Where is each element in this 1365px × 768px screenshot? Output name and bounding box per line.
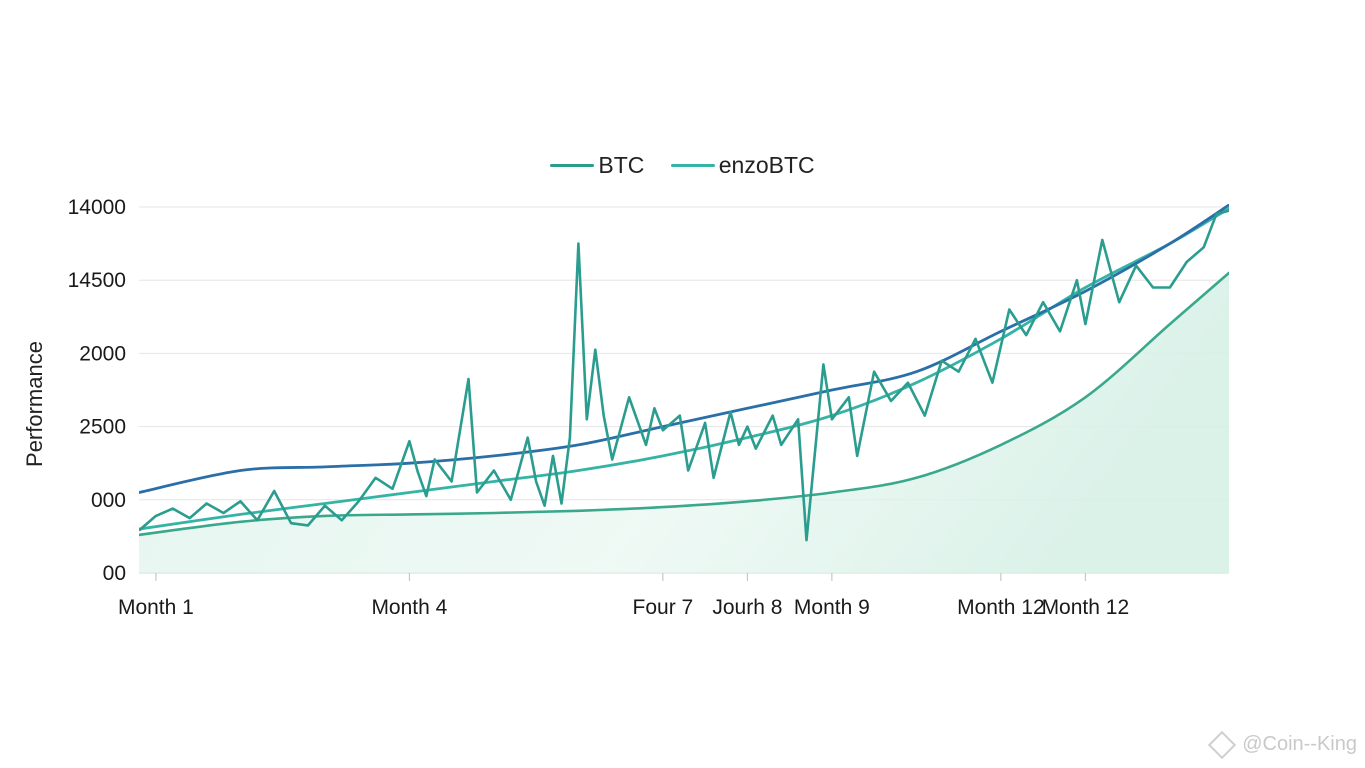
x-tick-label-3: Jourh 8 [712,596,782,619]
y-tick-label-1: 000 [91,489,126,512]
legend-item-btc[interactable]: BTC [550,152,644,179]
diamond-logo-icon [1208,730,1237,759]
x-tick-label-2: Four 7 [633,596,694,619]
legend-label-btc: BTC [598,152,645,178]
series-btc [139,209,1229,542]
y-tick-label-0: 00 [103,562,126,585]
y-tick-label-3: 2000 [79,342,126,365]
legend-item-enzobtc[interactable]: enzoBTC [670,152,815,179]
watermark-text: @Coin--King [1242,733,1357,755]
chart-legend: BTC enzoBTC [0,146,1365,179]
x-tick-label-0: Month 1 [118,596,194,619]
x-tick-label-1: Month 4 [371,596,447,619]
x-tick-label-5: Month 12 [957,596,1045,619]
legend-swatch-enzobtc [670,164,715,167]
legend-label-enzobtc: enzoBTC [718,152,815,178]
series-line-3 [139,271,1229,537]
x-tick-label-6: Month 12 [1042,596,1130,619]
y-tick-label-4: 14500 [68,269,126,292]
series-line-2 [139,204,1229,494]
y-tick-label-2: 2500 [79,416,126,439]
x-tick-label-4: Month 9 [794,596,870,619]
watermark: @Coin--King [1208,730,1357,759]
legend-swatch-btc [550,164,595,167]
y-tick-label-5: 14000 [68,196,126,219]
series-line-3-area [139,272,1229,573]
